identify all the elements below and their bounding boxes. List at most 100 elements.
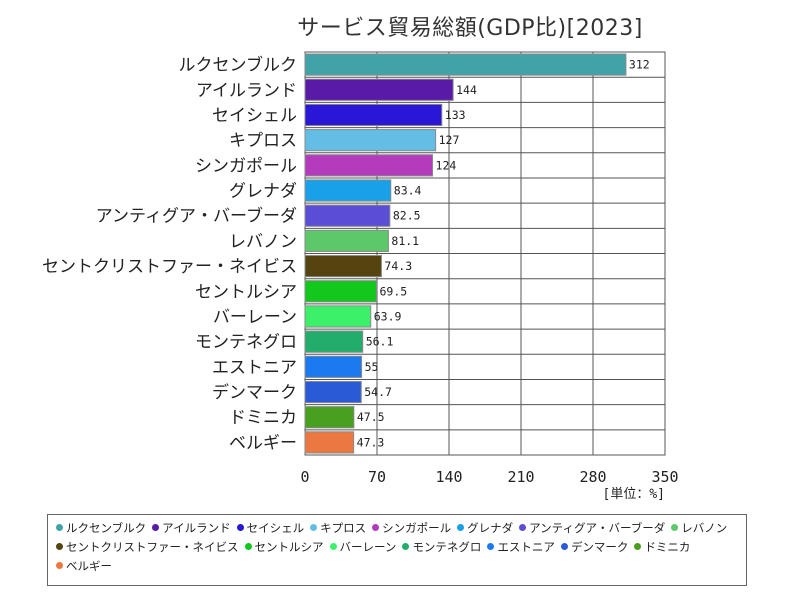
legend-label: デンマーク: [570, 540, 629, 554]
category-label: シンガポール: [195, 156, 297, 176]
legend-item: シンガポール: [372, 519, 451, 538]
value-label: 83.4: [394, 184, 422, 198]
legend-marker: [519, 524, 527, 531]
legend-marker: [634, 543, 642, 550]
bar: [304, 78, 454, 101]
category-label: バーレーン: [213, 307, 297, 327]
legend-label: キプロス: [320, 521, 367, 535]
legend-item: グレナダ: [457, 519, 513, 538]
bar-chart: 0 70 140 210 280 350 ルクセンブルク 312 アイルランド 144 セイシェル 1…: [42, 51, 679, 502]
category-label: モンテネグロ: [195, 333, 297, 353]
legend-label: レバノン: [681, 521, 728, 535]
legend-item: ベルギー: [56, 557, 112, 576]
legend-marker: [56, 562, 63, 569]
legend-item: セイシェル: [236, 519, 305, 538]
value-label: 124: [436, 158, 457, 172]
legend-item: キプロス: [310, 519, 366, 538]
legend-marker: [244, 543, 252, 550]
category-label: セントクリストファー・ネイビス: [42, 257, 297, 277]
legend-item: デンマーク: [560, 538, 629, 557]
legend-label: セントルシア: [254, 540, 324, 554]
x-tick-label: 0: [300, 468, 309, 486]
category-label: アンティグア・バーブーダ: [96, 206, 297, 227]
legend-item: モンテネグロ: [402, 538, 481, 557]
legend-marker: [487, 543, 495, 550]
value-label: 47.3: [357, 435, 385, 449]
legend-marker: [56, 543, 63, 550]
legend-label: セントクリストファー・ネイビス: [66, 540, 239, 554]
bar: [304, 280, 377, 303]
legend-item: ドミニカ: [634, 538, 690, 557]
bar: [304, 204, 391, 227]
bar: [304, 406, 355, 429]
legend-marker: [402, 543, 410, 550]
x-tick-label: 210: [507, 468, 534, 486]
bar: [304, 305, 372, 328]
bar: [304, 355, 363, 378]
category-label: レバノン: [229, 232, 297, 252]
bar: [304, 330, 364, 353]
legend-marker: [152, 524, 160, 531]
category-label: ドミニカ: [229, 408, 297, 428]
category-label: セントルシア: [195, 282, 297, 302]
value-label: 54.7: [364, 385, 392, 399]
legend-label: シンガポール: [382, 521, 452, 535]
label-layer: 0 70 140 210 280 350 ルクセンブルク 312 アイルランド 144 セイシェル 1…: [42, 55, 679, 486]
legend-marker: [329, 543, 337, 550]
legend-item: アイルランド: [152, 519, 231, 538]
bar: [304, 179, 392, 202]
legend-label: モンテネグロ: [412, 540, 482, 554]
legend-label: ベルギー: [66, 559, 112, 573]
category-label: ルクセンブルク: [179, 55, 298, 76]
x-tick-label: 70: [368, 468, 386, 486]
legend-label: ルクセンブルク: [66, 521, 147, 535]
legend-label: アンティグア・バーブーダ: [529, 521, 666, 535]
category-label: キプロス: [229, 131, 297, 151]
legend-label: エストニア: [497, 540, 555, 554]
category-label: グレナダ: [229, 182, 297, 202]
bar: [304, 431, 355, 454]
value-label: 56.1: [366, 335, 394, 349]
legend-label: ドミニカ: [644, 540, 691, 554]
chart-title: サービス貿易総額(GDP比)[2023]: [297, 16, 643, 41]
value-label: 69.5: [379, 284, 407, 298]
legend-label: アイルランド: [162, 521, 231, 535]
category-label: エストニア: [212, 358, 297, 378]
bar: [304, 103, 443, 127]
legend-item: セントルシア: [244, 538, 324, 557]
legend-marker: [457, 524, 465, 531]
legend-item: エストニア: [487, 538, 555, 557]
legend-marker: [310, 524, 318, 531]
x-tick-label: 140: [435, 468, 462, 486]
value-label: 55: [365, 360, 379, 374]
category-label: セイシェル: [212, 106, 297, 126]
bar-layer: [304, 53, 627, 454]
legend-label: グレナダ: [467, 521, 514, 535]
value-label: 127: [439, 133, 460, 147]
legend-label: セイシェル: [246, 521, 305, 535]
value-label: 312: [629, 58, 650, 72]
legend-marker: [560, 543, 568, 550]
value-label: 74.3: [384, 259, 412, 273]
value-label: 144: [456, 83, 477, 97]
x-tick-label: 350: [651, 468, 678, 486]
legend-item: ルクセンブルク: [56, 519, 146, 538]
legend-marker: [372, 524, 380, 531]
value-label: 133: [445, 108, 466, 122]
legend: ルクセンブルク アイルランド セイシェル キプロス シンガポール グレナダ アンティグア・バ…: [47, 514, 747, 586]
bar: [304, 53, 627, 76]
bar: [304, 255, 382, 278]
legend-label: バーレーン: [339, 540, 397, 554]
value-label: 63.9: [374, 309, 402, 323]
legend-item: アンティグア・バーブーダ: [519, 519, 665, 538]
category-label: デンマーク: [212, 382, 297, 403]
legend-item: セントクリストファー・ネイビス: [56, 538, 239, 557]
x-tick-label: 280: [579, 468, 606, 486]
grid-layer: [304, 51, 666, 456]
legend-item: バーレーン: [329, 538, 397, 557]
legend-item: レバノン: [671, 519, 727, 538]
category-label: ベルギー: [229, 433, 297, 453]
category-label: アイルランド: [196, 81, 297, 101]
legend-marker: [56, 524, 63, 531]
bar: [304, 129, 437, 152]
